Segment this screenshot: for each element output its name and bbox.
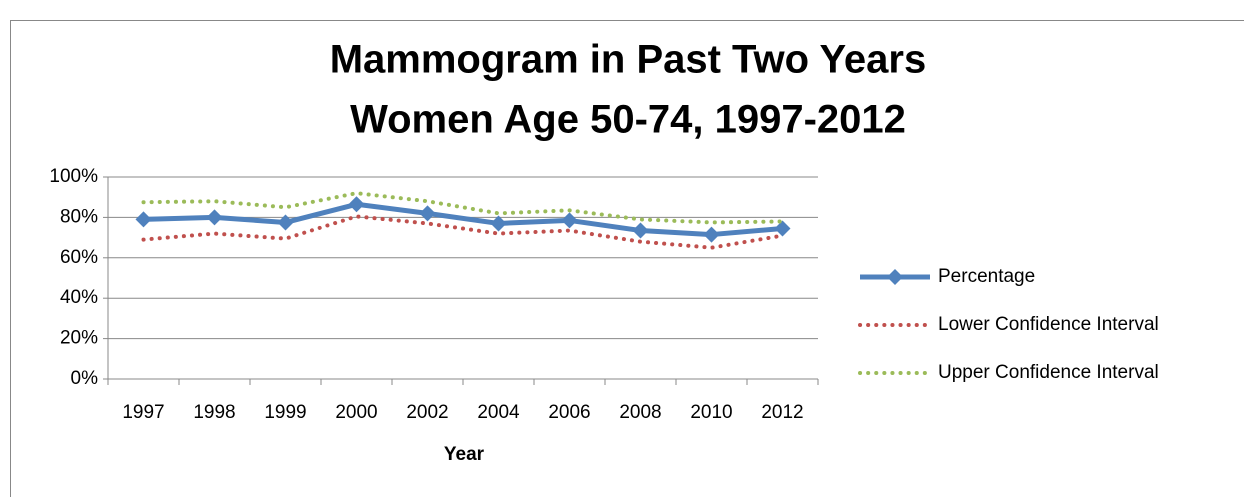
x-tick-label: 2010 [690,402,732,423]
legend-marker [887,269,903,285]
y-tick-label: 80% [60,206,98,227]
x-axis-title: Year [444,444,485,465]
y-tick-label: 60% [60,247,98,268]
y-tick-label: 100% [49,166,98,187]
x-tick-label: 2000 [335,402,377,423]
x-tick-label: 1997 [122,402,164,423]
legend-label: Percentage [938,266,1035,287]
data-point [561,212,578,229]
x-tick-label: 2006 [548,402,590,423]
legend-label: Upper Confidence Interval [938,362,1159,383]
chart-frame [10,20,1244,497]
data-point [348,196,365,213]
y-tick-label: 0% [71,368,99,389]
x-tick-label: 2008 [619,402,661,423]
series-line [141,214,785,250]
legend-label: Lower Confidence Interval [938,314,1159,335]
x-tick-label: 1999 [264,402,306,423]
x-tick-label: 1998 [193,402,235,423]
series-line [143,201,783,238]
data-point [774,220,791,237]
data-point [277,214,294,231]
series-line [141,191,785,225]
x-tick-label: 2002 [406,402,448,423]
x-tick-label: 2004 [477,402,520,423]
data-point [632,222,649,239]
data-point [490,215,507,232]
data-point [703,226,720,243]
chart-subtitle: Women Age 50-74, 1997-2012 [350,98,906,142]
data-point [419,205,436,222]
x-tick-label: 2012 [761,402,803,423]
data-point [135,211,152,228]
chart-title: Mammogram in Past Two Years [330,38,927,82]
y-tick-label: 20% [60,328,98,349]
y-tick-label: 40% [60,287,98,308]
data-point [206,209,223,226]
